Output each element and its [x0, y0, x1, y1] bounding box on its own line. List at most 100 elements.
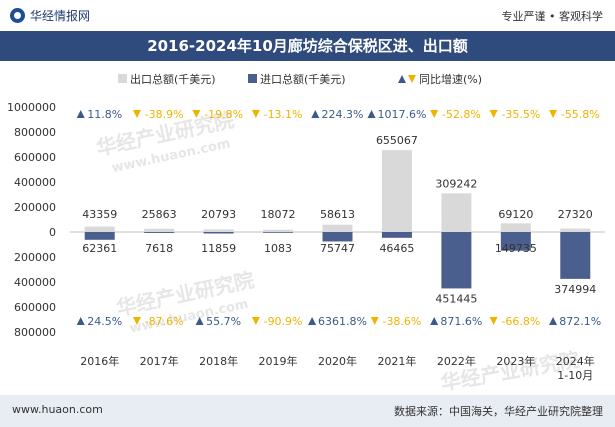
x-tick-label: 2016年 — [80, 354, 119, 368]
up-triangle-icon — [76, 110, 85, 118]
x-tick-label: 2018年 — [199, 354, 238, 368]
import-growth: -87.6% — [132, 315, 184, 328]
up-triangle-icon — [367, 110, 376, 118]
import-bar — [203, 232, 234, 234]
x-tick-label: 2022年 — [437, 354, 476, 368]
import-growth: 24.5% — [76, 315, 122, 328]
import-value-label: 46465 — [379, 242, 414, 255]
down-triangle-icon — [132, 110, 141, 118]
x-tick-label: 2024年 — [556, 354, 595, 368]
import-growth-label: -38.6% — [382, 315, 421, 328]
down-triangle-icon — [192, 110, 201, 118]
export-bar — [441, 193, 472, 232]
export-bar — [144, 228, 175, 232]
import-growth: -38.6% — [370, 315, 421, 328]
x-tick-label: 2020年 — [318, 354, 357, 368]
import-growth: 871.6% — [430, 315, 482, 328]
import-value-label: 374994 — [554, 283, 596, 296]
export-bar — [263, 229, 294, 232]
y-tick-label: 1000000 — [7, 101, 56, 114]
y-tick-label: 800000 — [14, 126, 56, 139]
import-value-label: 1083 — [264, 242, 292, 255]
y-tick-label: 200000 — [14, 251, 56, 264]
x-tick-label: 1-10月 — [557, 369, 593, 382]
down-triangle-icon — [251, 110, 260, 118]
import-growth-label: -66.8% — [501, 315, 540, 328]
legend-swatch-export — [118, 74, 127, 83]
chart-title: 2016-2024年10月廊坊综合保税区进、出口额 — [0, 31, 615, 61]
export-growth: 1017.6% — [367, 108, 426, 121]
down-triangle-icon — [489, 110, 498, 118]
legend-label-import: 进口总额(千美元) — [260, 72, 346, 86]
brand-name: 华经情报网 — [30, 9, 91, 23]
x-tick-label: 2021年 — [377, 354, 416, 368]
y-tick-label: 600000 — [14, 301, 56, 314]
legend-down-triangle-icon — [408, 75, 416, 83]
footer-source: 数据来源：中国海关，华经产业研究院整理 — [394, 405, 603, 418]
export-growth-label: -55.8% — [561, 108, 600, 121]
export-growth: 224.3% — [311, 108, 363, 121]
import-growth: 872.1% — [549, 315, 601, 328]
export-growth-label: 224.3% — [322, 108, 364, 121]
import-growth-label: -87.6% — [145, 315, 184, 328]
bars — [84, 150, 591, 289]
export-value-label: 25863 — [142, 208, 177, 221]
export-growth: -38.9% — [132, 108, 184, 121]
export-growth-label: 1017.6% — [377, 108, 426, 121]
import-growth: 55.7% — [195, 315, 241, 328]
chart: 华经产业研究院 www.huaon.com 华经产业研究院 www.huaon.… — [7, 72, 605, 395]
export-value-label: 58613 — [320, 208, 355, 221]
export-growth-label: -38.9% — [145, 108, 184, 121]
down-triangle-icon — [430, 110, 439, 118]
export-growth: -13.1% — [251, 108, 303, 121]
legend: 出口总额(千美元) 进口总额(千美元) 同比增速(%) — [118, 72, 482, 86]
export-value-label: 18072 — [261, 208, 296, 221]
export-growth: -52.8% — [430, 108, 481, 121]
growth-labels: 11.8% 24.5% -38.9% -87.6% -19.8% 55.7% -13.1% -… — [76, 108, 601, 328]
import-growth-label: 871.6% — [440, 315, 482, 328]
up-triangle-icon — [195, 317, 204, 325]
down-triangle-icon — [251, 317, 260, 325]
export-bar — [84, 226, 115, 232]
export-growth: -19.8% — [192, 108, 243, 121]
y-tick-label: 600000 — [14, 151, 56, 164]
export-value-label: 655067 — [376, 134, 418, 147]
export-bar — [560, 228, 591, 232]
y-tick-label: 400000 — [14, 276, 56, 289]
footer: www.huaon.com 数据来源：中国海关，华经产业研究院整理 — [0, 395, 615, 427]
import-bar — [263, 232, 294, 233]
import-bar — [322, 232, 353, 242]
export-growth: -55.8% — [549, 108, 600, 121]
export-growth-label: -13.1% — [264, 108, 303, 121]
export-value-label: 43359 — [82, 208, 117, 221]
y-tick-label: 400000 — [14, 176, 56, 189]
up-triangle-icon — [76, 317, 85, 325]
import-growth: -90.9% — [251, 315, 303, 328]
import-bar — [560, 232, 591, 279]
up-triangle-icon — [430, 317, 439, 325]
export-bar — [500, 223, 531, 232]
export-value-label: 309242 — [435, 177, 477, 190]
import-bar — [144, 232, 175, 233]
up-triangle-icon — [311, 110, 320, 118]
import-growth: -66.8% — [489, 315, 540, 328]
top-bar: 华经情报网 专业严谨 • 客观科学 — [0, 0, 615, 30]
export-value-label: 69120 — [498, 208, 533, 221]
import-growth-label: 872.1% — [559, 315, 601, 328]
import-growth-label: 6361.8% — [318, 315, 367, 328]
y-tick-label: 0 — [49, 226, 56, 239]
export-growth-label: -52.8% — [442, 108, 481, 121]
export-bar — [203, 229, 234, 232]
x-tick-label: 2017年 — [140, 354, 179, 368]
up-triangle-icon — [549, 317, 558, 325]
import-growth-label: 24.5% — [87, 315, 122, 328]
import-value-label: 62361 — [82, 242, 117, 255]
import-value-label: 451445 — [435, 292, 477, 305]
export-growth: -35.5% — [489, 108, 540, 121]
x-axis: 2016年 2017年 2018年 2019年 2020年 2021年 2022年 2023年… — [80, 354, 595, 382]
import-growth: 6361.8% — [308, 315, 367, 328]
import-value-label: 11859 — [201, 242, 236, 255]
brand-logo: 华经情报网 — [10, 7, 90, 24]
export-bar — [381, 150, 412, 232]
export-value-label: 20793 — [201, 208, 236, 221]
